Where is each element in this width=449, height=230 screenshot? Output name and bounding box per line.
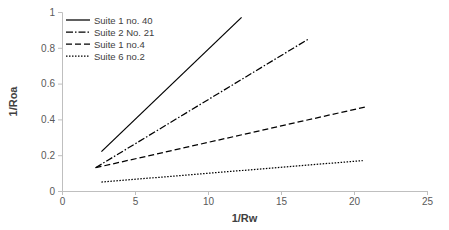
x-tick-label: 0 <box>60 196 66 207</box>
x-axis: 0 5 10 15 20 25 <box>60 191 434 207</box>
y-tick-mark <box>58 119 62 120</box>
series-line <box>101 161 362 182</box>
y-tick-mark <box>58 48 62 49</box>
y-tick-label: 1 <box>49 7 55 18</box>
legend-swatch <box>66 31 90 32</box>
legend-label: Suite 1 no. 40 <box>94 15 153 26</box>
y-tick: 0.4 <box>41 114 62 125</box>
legend-label: Suite 6 no.2 <box>94 51 145 62</box>
y-tick: 0.2 <box>41 150 62 161</box>
x-tick-label: 20 <box>349 196 361 207</box>
y-tick-label: 0.4 <box>41 114 55 125</box>
y-tick: 0.8 <box>41 43 62 54</box>
y-tick: 0 <box>49 186 62 197</box>
y-tick-label: 0 <box>49 186 55 197</box>
x-tick: 0 <box>60 191 66 207</box>
series-line <box>101 17 241 151</box>
legend-item: Suite 1 no.4 <box>66 39 145 50</box>
x-tick: 5 <box>133 191 139 207</box>
y-tick-mark <box>58 191 62 192</box>
plot-area: 051015202500.20.40.60.81Suite 1 no. 40Su… <box>41 7 433 207</box>
legend: Suite 1 no. 40Suite 2 No. 21Suite 1 no.4… <box>66 15 154 62</box>
y-tick-mark <box>58 155 62 156</box>
x-tick-mark <box>354 191 355 195</box>
y-axis-title: 1/Roa <box>7 86 19 117</box>
x-tick: 20 <box>349 191 361 207</box>
x-axis-line <box>63 192 428 196</box>
y-tick-label: 0.8 <box>41 43 55 54</box>
x-tick-mark <box>135 191 136 195</box>
y-tick: 0.6 <box>41 78 62 89</box>
y-tick: 1 <box>49 7 62 18</box>
y-tick-label: 0.6 <box>41 78 55 89</box>
x-tick-mark <box>208 191 209 195</box>
x-tick-label: 5 <box>133 196 139 207</box>
y-tick-mark <box>58 84 62 85</box>
x-tick-label: 10 <box>203 196 215 207</box>
x-tick: 10 <box>203 191 215 207</box>
legend-swatch <box>66 55 90 56</box>
legend-swatch <box>66 19 90 20</box>
x-tick: 25 <box>422 191 434 207</box>
x-tick-mark <box>281 191 282 195</box>
legend-item: Suite 2 No. 21 <box>66 27 154 38</box>
legend-item: Suite 6 no.2 <box>66 51 145 62</box>
y-tick-mark <box>58 12 62 13</box>
x-tick-label: 25 <box>422 196 434 207</box>
y-tick-label: 0.2 <box>41 150 55 161</box>
y-axis-line <box>58 13 63 192</box>
legend-label: Suite 1 no.4 <box>94 39 145 50</box>
legend-label: Suite 2 No. 21 <box>94 27 154 38</box>
x-tick-mark <box>427 191 428 195</box>
x-axis-title: 1/Rw <box>232 212 258 224</box>
x-tick-label: 15 <box>276 196 288 207</box>
y-axis: 0 0.2 0.4 0.6 0.8 1 <box>41 7 62 197</box>
series-line <box>96 107 366 168</box>
legend-item: Suite 1 no. 40 <box>66 15 153 26</box>
chart: 051015202500.20.40.60.81Suite 1 no. 40Su… <box>0 0 449 230</box>
x-tick: 15 <box>276 191 288 207</box>
legend-swatch <box>66 43 90 44</box>
